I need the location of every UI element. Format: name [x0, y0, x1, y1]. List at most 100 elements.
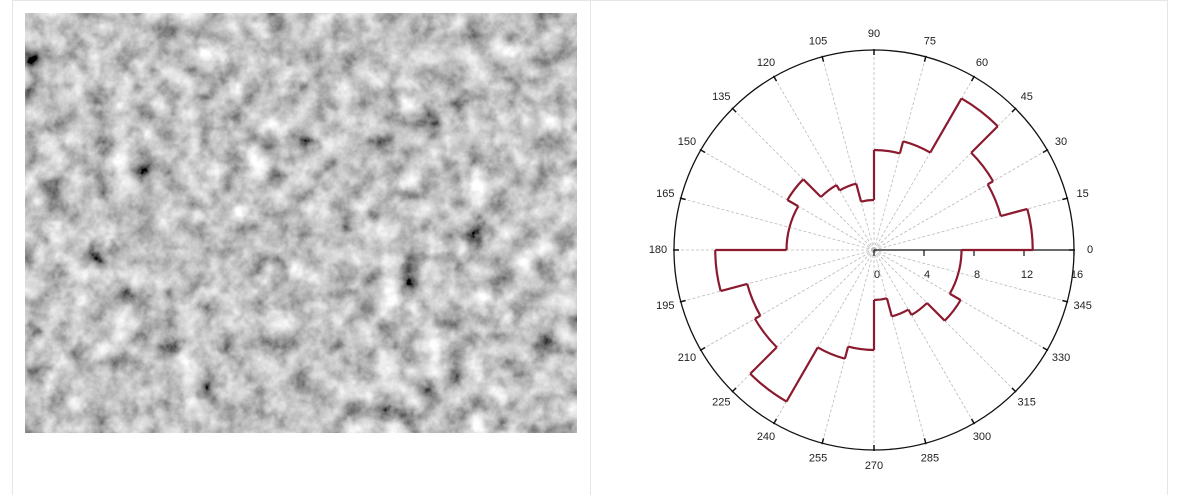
theta-tick-label: 225	[712, 397, 730, 409]
theta-tick-label: 240	[757, 431, 775, 443]
rose-step	[855, 183, 863, 202]
theta-tick	[772, 75, 778, 82]
rose-step	[720, 282, 748, 293]
theta-tick-label: 180	[649, 244, 667, 256]
theta-tick-label: 120	[757, 57, 775, 69]
rose-step	[885, 298, 893, 317]
rose-sector	[910, 302, 928, 316]
theta-tick-label: 330	[1052, 352, 1070, 364]
rose-sector	[943, 299, 962, 322]
rose-sector	[902, 140, 931, 154]
theta-tick	[923, 438, 927, 445]
rose-step	[987, 180, 994, 186]
theta-tick-label: 300	[973, 431, 991, 443]
theta-tick-label: 255	[809, 453, 827, 465]
theta-tick	[699, 148, 706, 154]
theta-tick	[679, 197, 686, 201]
rose-sector	[891, 308, 909, 318]
theta-tick-label: 90	[868, 28, 880, 40]
theta-tick-label: 45	[1021, 91, 1033, 103]
rose-sector	[753, 318, 778, 349]
spoke	[873, 249, 975, 424]
spoke	[873, 249, 927, 444]
theta-tick	[679, 299, 686, 303]
theta-tick-label: 165	[656, 188, 674, 200]
rose-step	[835, 184, 841, 192]
theta-tick	[923, 55, 927, 62]
spoke	[700, 249, 875, 351]
rose-sector	[957, 249, 963, 273]
theta-tick-label: 30	[1055, 136, 1067, 148]
rose-step	[970, 125, 999, 154]
spoke	[773, 76, 875, 251]
rose-step	[843, 346, 850, 359]
rose-sector	[820, 184, 838, 198]
rose-step	[749, 346, 778, 375]
radial-tick-label: 0	[874, 269, 880, 281]
rose-step	[1000, 207, 1028, 218]
rose-sector	[839, 182, 857, 192]
radial-tick-label: 8	[974, 269, 980, 281]
theta-tick-label: 195	[656, 300, 674, 312]
theta-tick	[1011, 107, 1017, 113]
spoke	[873, 197, 1068, 251]
theta-tick-label: 105	[809, 35, 827, 47]
theta-tick	[1042, 148, 1049, 154]
theta-tick-label: 345	[1073, 300, 1091, 312]
spoke	[873, 249, 1016, 392]
rose-step	[786, 199, 799, 208]
rose-step	[949, 292, 962, 301]
theta-tick	[1062, 299, 1069, 303]
rose-step	[785, 346, 819, 403]
rose-sector	[970, 151, 995, 182]
theta-tick	[699, 346, 706, 352]
theta-tick	[1011, 387, 1017, 393]
spoke	[680, 197, 875, 251]
rose-sector	[960, 97, 999, 128]
rose-sector	[873, 148, 901, 155]
spoke	[821, 56, 875, 251]
theta-tick	[731, 107, 737, 113]
theta-tick-label: 15	[1077, 188, 1089, 200]
theta-tick	[970, 75, 976, 82]
radial-tick-label: 4	[924, 269, 930, 281]
theta-tick-label: 210	[678, 352, 696, 364]
theta-tick-label: 270	[865, 460, 883, 472]
theta-tick-label: 150	[678, 136, 696, 148]
rose-sector	[788, 205, 800, 228]
rose-step	[898, 141, 905, 154]
spoke	[873, 249, 1068, 303]
rose-sector	[847, 345, 875, 352]
rose-sector	[817, 346, 846, 360]
rose-sector	[986, 183, 1002, 217]
rose-diagram: 0153045607590105120135150165180195210225…	[649, 28, 1093, 472]
theta-tick	[1062, 197, 1069, 201]
rose-sector	[1026, 208, 1034, 251]
theta-tick-label: 315	[1018, 397, 1036, 409]
theta-tick-label: 75	[924, 35, 936, 47]
radial-tick-label: 12	[1021, 269, 1033, 281]
rose-sector	[749, 372, 788, 403]
rose-step	[802, 178, 822, 198]
radial-tick-label: 16	[1071, 269, 1083, 281]
theta-tick-label: 135	[712, 91, 730, 103]
theta-tick	[731, 387, 737, 393]
rose-step	[907, 308, 913, 316]
rose-sector	[785, 227, 791, 251]
divider	[590, 0, 591, 495]
rose-sector	[948, 272, 960, 295]
theta-tick	[821, 438, 825, 445]
spoke	[680, 249, 875, 303]
theta-tick	[970, 418, 976, 425]
rose-sector	[786, 178, 805, 201]
theta-tick	[821, 55, 825, 62]
rose-sector	[746, 283, 762, 317]
rose-step	[926, 302, 946, 322]
theta-tick-label: 0	[1087, 244, 1093, 256]
rose-step	[754, 314, 761, 320]
rose-step	[929, 97, 963, 154]
theta-tick-label: 285	[921, 453, 939, 465]
theta-tick-label: 60	[976, 57, 988, 69]
